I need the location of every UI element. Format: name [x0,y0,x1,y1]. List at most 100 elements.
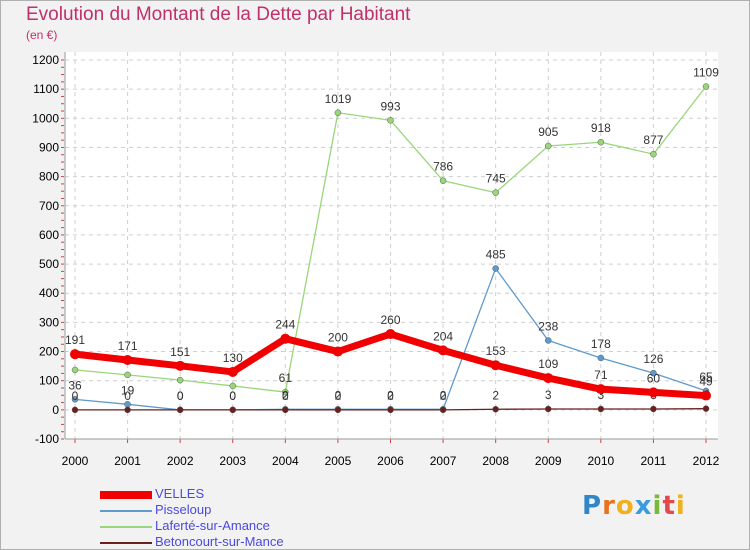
data-label-betoncourt-sur-mance: 0 [387,389,394,403]
data-label-pisseloup: 0 [177,389,184,403]
data-label-pisseloup: 2 [440,388,447,402]
data-point-betoncourt-sur-mance [387,406,394,414]
data-point-lafert-sur-amance [492,189,499,196]
data-label-pisseloup: 65 [699,370,713,384]
legend-swatch [100,491,152,499]
data-point-lafert-sur-amance [176,376,184,384]
data-label-pisseloup: 36 [68,378,82,392]
proxiti-logo: Proxiti [582,491,686,521]
legend-label: Betoncourt-sur-Mance [155,534,284,549]
data-label-velles: 109 [538,357,558,371]
y-tick-label: 100 [39,374,59,388]
data-label-velles: 151 [170,345,190,359]
y-tick-label: 1200 [32,53,59,67]
chart-title: Evolution du Montant de la Dette par Hab… [26,4,411,25]
legend-label: Laferté-sur-Amance [155,518,270,533]
legend-swatch [100,542,152,544]
data-point-velles [701,390,711,401]
y-tick-label: 400 [39,286,59,300]
data-point-lafert-sur-amance [71,366,79,374]
data-label-velles: 244 [275,318,295,332]
logo-letter: o [615,491,635,521]
logo-letter: t [662,491,676,521]
data-label-velles: 71 [594,368,608,382]
data-label-betoncourt-sur-mance: 0 [282,389,289,403]
data-label-lafert-sur-amance: 993 [380,99,400,113]
x-tick-label: 2002 [167,454,194,468]
y-tick-label: 700 [39,199,59,213]
data-label-pisseloup: 126 [643,352,663,366]
data-point-pisseloup [492,265,499,272]
data-point-pisseloup [545,337,552,344]
data-label-betoncourt-sur-mance: 0 [335,389,342,403]
data-point-lafert-sur-amance [439,177,447,184]
legend-swatch [100,510,152,512]
data-point-betoncourt-sur-mance [124,406,131,414]
data-label-lafert-sur-amance: 1109 [693,66,719,80]
data-point-betoncourt-sur-mance [492,406,499,413]
data-point-betoncourt-sur-mance [650,405,657,413]
logo-letter: r [602,491,616,521]
data-point-lafert-sur-amance [597,138,605,146]
data-point-betoncourt-sur-mance [282,406,289,414]
y-tick-label: 500 [39,257,59,271]
x-tick-label: 2005 [325,454,352,468]
data-label-velles: 171 [118,339,138,353]
legend-swatch [100,526,152,528]
data-label-lafert-sur-amance: 786 [433,160,453,174]
data-point-betoncourt-sur-mance [334,406,342,414]
y-tick-label: 1100 [33,82,59,96]
legend-label: VELLES [155,486,205,501]
data-label-pisseloup: 2 [335,388,342,402]
data-label-pisseloup: 178 [591,337,611,351]
data-label-pisseloup: 2 [387,388,394,402]
data-point-lafert-sur-amance [650,150,657,158]
data-point-velles [332,346,343,357]
data-point-betoncourt-sur-mance [176,406,184,414]
data-label-betoncourt-sur-mance: 0 [229,389,236,403]
x-tick-label: 2001 [114,454,141,468]
data-point-velles [227,366,238,377]
data-label-betoncourt-sur-mance: 3 [545,388,552,402]
data-label-pisseloup: 2 [282,388,289,402]
data-label-pisseloup: 485 [486,247,506,261]
y-tick-label: 300 [39,315,59,329]
data-point-betoncourt-sur-mance [71,406,79,414]
data-point-velles [595,384,606,395]
data-label-velles: 130 [223,351,243,365]
y-tick-label: -100 [35,432,59,446]
x-tick-label: 2000 [62,454,89,468]
y-tick-label: 800 [39,170,59,184]
legend-label: Pisseloup [155,502,212,517]
data-label-pisseloup: 0 [229,389,236,403]
data-label-velles: 60 [647,371,661,385]
data-point-lafert-sur-amance [282,388,289,396]
data-label-lafert-sur-amance: 61 [279,371,293,385]
x-tick-label: 2011 [641,454,667,468]
data-point-lafert-sur-amance [124,371,131,379]
data-label-velles: 204 [433,329,453,343]
data-point-velles [648,387,659,398]
data-label-velles: 260 [380,313,400,327]
data-point-velles [122,354,133,365]
x-tick-label: 2003 [219,454,246,468]
data-point-velles [70,349,80,360]
data-point-betoncourt-sur-mance [545,405,552,413]
y-tick-label: 200 [39,345,59,359]
data-point-velles [543,373,554,384]
data-label-velles: 49 [699,375,713,389]
x-tick-label: 2007 [430,454,457,468]
data-label-velles: 191 [65,333,85,347]
data-point-lafert-sur-amance [702,83,710,90]
data-point-velles [385,329,396,340]
data-label-betoncourt-sur-mance: 0 [72,389,79,403]
data-label-lafert-sur-amance: 745 [486,172,506,186]
data-point-pisseloup [597,354,605,362]
data-point-velles [280,333,291,344]
y-tick-label: 900 [39,140,59,154]
x-tick-label: 2009 [535,454,562,468]
y-tick-label: 0 [52,403,59,417]
data-label-pisseloup: 238 [538,319,558,333]
data-point-lafert-sur-amance [387,117,394,124]
x-tick-label: 2012 [693,454,720,468]
